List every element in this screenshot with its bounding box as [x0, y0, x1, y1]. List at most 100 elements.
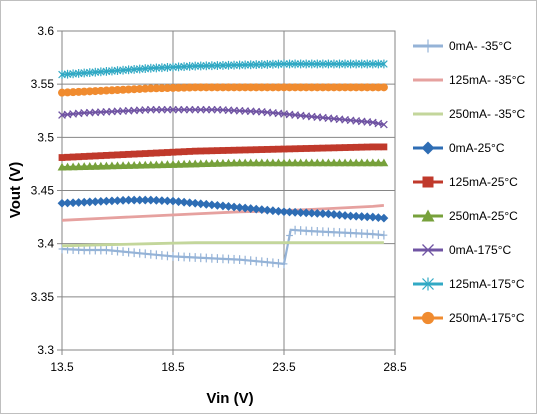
- series-line: [61, 241, 384, 248]
- legend-item-3: 0mA-25°C: [413, 141, 505, 155]
- data-point: [218, 83, 227, 92]
- data-point: [313, 83, 322, 92]
- data-point: [235, 203, 244, 212]
- data-point: [335, 59, 344, 69]
- data-point: [352, 59, 360, 69]
- data-point: [340, 158, 350, 167]
- data-point: [224, 83, 233, 92]
- data-point: [307, 59, 316, 69]
- axes: 3.3 3.35 3.4 3.45 3.5 3.55 3.6 13.5 18.5 23.5 28.5: [31, 24, 407, 374]
- data-point: [312, 208, 322, 218]
- data-point: [230, 83, 239, 92]
- data-point: [201, 199, 211, 209]
- data-point: [124, 195, 133, 205]
- data-point: [346, 59, 355, 69]
- data-point: [329, 158, 339, 167]
- data-point: [373, 158, 383, 167]
- data-point: [368, 59, 377, 69]
- data-point: [373, 213, 383, 223]
- data-point: [335, 83, 344, 92]
- data-point: [196, 61, 205, 71]
- data-point: [140, 195, 150, 205]
- legend-label: 0mA-175°C: [449, 243, 511, 257]
- data-point: [207, 200, 217, 210]
- data-point: [379, 213, 389, 223]
- data-point: [285, 59, 294, 69]
- data-point: [158, 149, 166, 157]
- data-point: [202, 147, 210, 155]
- series-group: [57, 59, 389, 269]
- y-tick-label: 3.3: [37, 343, 54, 357]
- data-point: [368, 158, 378, 167]
- data-point: [174, 197, 183, 207]
- series-0: [58, 225, 388, 269]
- data-point: [275, 145, 282, 153]
- data-point: [274, 158, 283, 167]
- data-point: [213, 61, 222, 70]
- data-point: [263, 83, 272, 92]
- legend-item-7: 125mA-175°C: [413, 277, 525, 291]
- data-point: [163, 84, 172, 93]
- data-point: [362, 158, 372, 167]
- data-point: [363, 59, 372, 69]
- data-point: [240, 158, 250, 167]
- data-point: [185, 198, 195, 208]
- data-point: [185, 105, 194, 114]
- data-point: [269, 59, 277, 69]
- data-point: [313, 59, 322, 69]
- series-2: [61, 241, 384, 248]
- data-point: [241, 146, 249, 154]
- data-point: [186, 148, 194, 155]
- data-point: [208, 147, 216, 155]
- data-point: [151, 195, 161, 205]
- data-point: [286, 145, 293, 153]
- series-6: [58, 105, 388, 129]
- legend-label: 0mA- -35°C: [449, 39, 512, 53]
- data-point: [241, 83, 250, 92]
- data-point: [285, 207, 294, 217]
- data-point: [330, 144, 338, 152]
- data-point: [301, 158, 311, 167]
- data-point: [157, 84, 166, 93]
- legend-item-0: 0mA- -35°C: [413, 39, 512, 53]
- data-point: [279, 158, 289, 167]
- data-point: [252, 83, 261, 92]
- data-point: [197, 147, 205, 155]
- data-point: [175, 148, 182, 156]
- data-point: [230, 60, 238, 70]
- data-point: [268, 83, 277, 92]
- data-point: [257, 83, 266, 92]
- data-point: [141, 150, 149, 157]
- data-point: [196, 83, 205, 92]
- data-point: [290, 158, 300, 167]
- data-point: [296, 83, 305, 92]
- data-point: [90, 197, 100, 207]
- data-point: [280, 83, 288, 92]
- data-point: [125, 150, 132, 158]
- data-point: [313, 144, 321, 152]
- data-point: [352, 83, 361, 92]
- data-point: [357, 59, 366, 69]
- data-point: [291, 59, 299, 69]
- data-point: [362, 212, 372, 222]
- legend-label: 250mA-25°C: [449, 209, 518, 223]
- data-point: [319, 144, 327, 152]
- data-point: [280, 145, 288, 153]
- data-point: [341, 59, 349, 69]
- data-point: [146, 105, 155, 114]
- data-point: [174, 105, 183, 114]
- data-point: [363, 83, 372, 92]
- data-point: [290, 207, 300, 217]
- data-point: [147, 149, 155, 157]
- data-point: [274, 206, 283, 216]
- data-point: [57, 198, 67, 208]
- data-point: [296, 208, 306, 217]
- y-tick-label: 3.6: [37, 24, 54, 38]
- data-point: [380, 59, 388, 69]
- data-point: [257, 158, 267, 167]
- data-point: [235, 83, 244, 92]
- legend-marker: [421, 209, 435, 222]
- data-point: [274, 59, 283, 69]
- data-point: [191, 61, 200, 71]
